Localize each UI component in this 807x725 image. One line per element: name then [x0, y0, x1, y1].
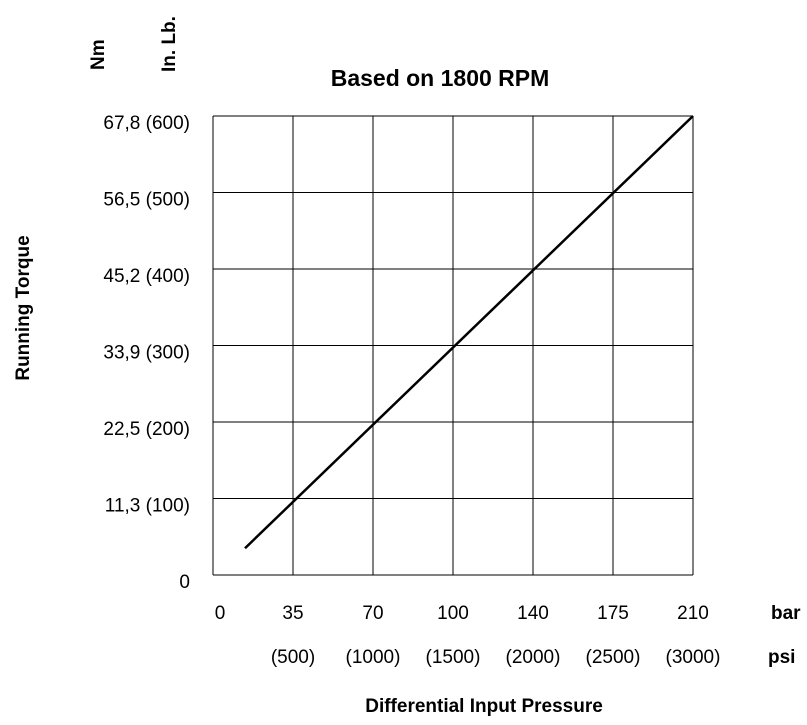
y-tick-label: 56,5 (500): [103, 190, 190, 211]
series-group: [244, 115, 694, 550]
y-unit-inlb: In. Lb.: [159, 16, 180, 72]
x-tick-label-psi: (3000): [666, 647, 721, 668]
x-tick-label-psi: (2500): [586, 647, 641, 668]
x-tick-label-bar: 0: [215, 603, 226, 624]
y-axis-label: Running Torque: [13, 235, 34, 380]
x-tick-label-bar: 100: [437, 603, 469, 624]
y-tick-label: 0: [179, 572, 190, 593]
torque-line: [244, 115, 694, 550]
x-tick-label-bar: 140: [517, 603, 549, 624]
y-tick-labels: 0 11,3 (100) 22,5 (200) 33,9 (300) 45,2 (400…: [103, 113, 190, 593]
y-unit-nm: Nm: [88, 39, 109, 70]
x-tick-label-psi: (1500): [426, 647, 481, 668]
y-tick-label: 11,3 (100): [105, 496, 190, 517]
x-unit-bar: bar: [771, 603, 801, 624]
x-tick-label-bar: 210: [677, 603, 709, 624]
y-tick-label: 45,2 (400): [103, 266, 190, 287]
x-tick-labels-psi: (500) (1000) (1500) (2000) (2500) (3000): [271, 647, 721, 668]
y-tick-label: 67,8 (600): [103, 113, 190, 134]
x-tick-label-bar: 70: [362, 603, 383, 624]
chart-title: Based on 1800 RPM: [331, 65, 550, 91]
x-axis-label: Differential Input Pressure: [365, 696, 603, 717]
x-tick-label-bar: 35: [282, 603, 303, 624]
y-tick-label: 33,9 (300): [103, 343, 190, 364]
x-tick-labels-bar: 0 35 70 100 140 175 210: [215, 603, 709, 624]
x-tick-label-psi: (2000): [506, 647, 561, 668]
x-tick-label-psi: (500): [271, 647, 315, 668]
x-tick-label-bar: 175: [597, 603, 629, 624]
x-tick-label-psi: (1000): [346, 647, 401, 668]
y-tick-label: 22,5 (200): [103, 419, 190, 440]
x-unit-psi: psi: [768, 647, 795, 668]
